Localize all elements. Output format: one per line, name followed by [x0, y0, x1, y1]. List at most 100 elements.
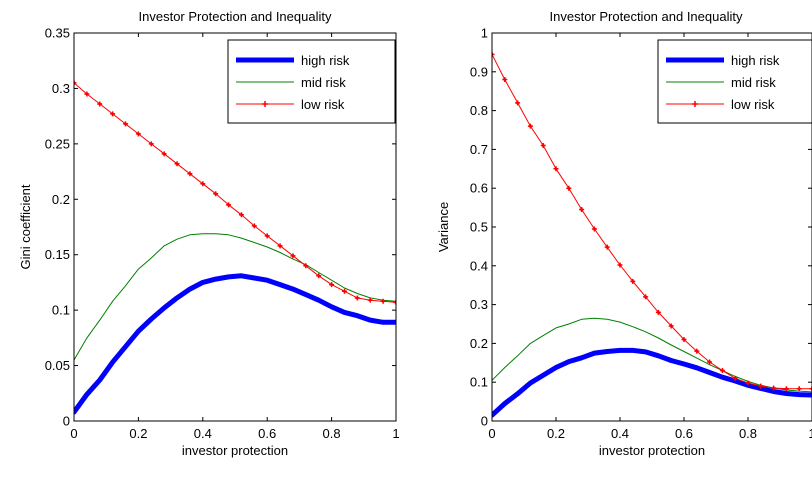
- x-axis-label: investor protection: [599, 443, 705, 458]
- y-tick-label: 0.7: [470, 142, 488, 157]
- y-tick-label: 0.9: [470, 64, 488, 79]
- data-point-dot: [785, 387, 788, 391]
- data-point-dot: [708, 360, 711, 364]
- x-tick-label: 1: [808, 426, 812, 441]
- y-tick-label: 0.5: [470, 220, 488, 235]
- y-tick-label: 0: [63, 414, 70, 429]
- data-point-dot: [175, 162, 179, 166]
- legend-marker: [692, 101, 698, 107]
- data-point-dot: [343, 289, 346, 293]
- series-group: [74, 80, 396, 415]
- y-tick-label: 0.3: [52, 81, 70, 96]
- data-point-dot: [162, 152, 166, 156]
- y-tick-label: 0.05: [45, 358, 70, 373]
- y-tick-label: 0.1: [470, 375, 488, 390]
- x-tick-label: 0.6: [675, 426, 693, 441]
- data-point-dot: [605, 245, 609, 249]
- x-tick-label: 1: [392, 426, 399, 441]
- data-point-dot: [567, 186, 571, 190]
- y-tick-label: 0.25: [45, 136, 70, 151]
- legend-label-high-risk: high risk: [301, 53, 350, 68]
- data-point-dot: [721, 369, 724, 372]
- data-point-dot: [503, 78, 507, 81]
- x-tick-label: 0.2: [547, 426, 565, 441]
- x-tick-label: 0.6: [258, 426, 276, 441]
- y-tick-label: 0.6: [470, 181, 488, 196]
- x-tick-label: 0: [488, 426, 495, 441]
- y-tick-label: 0.2: [470, 336, 488, 351]
- y-axis-label: Variance: [436, 202, 451, 252]
- y-tick-label: 0.3: [470, 297, 488, 312]
- x-tick-label: 0: [70, 426, 77, 441]
- series-line-high-risk: [74, 273, 396, 415]
- data-point-dot: [554, 167, 558, 171]
- data-point-dot: [541, 144, 545, 147]
- data-point-dot: [695, 349, 699, 353]
- series-line-mid-risk: [74, 233, 396, 361]
- y-tick-label: 0.1: [52, 303, 70, 318]
- data-point-dot: [111, 112, 115, 116]
- chart-gini: 0 0.2 0.4 0.6 0.8 1 0 0.05 0.1 0.15 0.2 0.25 0.3 0.35…: [18, 9, 400, 458]
- data-point-dot: [682, 338, 686, 341]
- data-point-dot: [240, 213, 243, 217]
- x-tick-label: 0.4: [194, 426, 212, 441]
- data-point-dot: [733, 376, 737, 380]
- x-tick-label: 0.4: [611, 426, 629, 441]
- data-point-dot: [381, 299, 385, 303]
- legend-label-low-risk: low risk: [301, 97, 345, 112]
- data-point-dot: [265, 234, 269, 238]
- data-point-dot: [631, 279, 635, 283]
- y-tick-label: 0.15: [45, 247, 70, 262]
- legend-marker: [262, 101, 268, 107]
- data-point-low-risk: [809, 386, 812, 392]
- data-point-dot: [644, 295, 647, 299]
- data-point-dot: [593, 227, 596, 231]
- legend-label-high-risk: high risk: [731, 53, 780, 68]
- x-axis-label: investor protection: [182, 443, 288, 458]
- data-point-dot: [124, 122, 127, 126]
- data-point-dot: [137, 132, 140, 136]
- data-point-dot: [214, 192, 218, 196]
- series-line-low-risk: [74, 82, 396, 303]
- series-line-mid-risk: [492, 317, 812, 393]
- data-point-dot: [516, 101, 519, 105]
- data-point-dot: [618, 263, 622, 267]
- data-point-dot: [772, 386, 775, 390]
- y-tick-label: 0.4: [470, 258, 488, 273]
- data-point-dot: [580, 208, 583, 211]
- legend-label-low-risk: low risk: [731, 97, 775, 112]
- data-point-dot: [291, 254, 295, 258]
- data-point-low-risk: [74, 80, 77, 86]
- data-point-dot: [149, 142, 153, 146]
- data-point-dot: [188, 172, 192, 176]
- data-point-dot: [85, 92, 89, 96]
- data-point-dot: [797, 387, 801, 391]
- axes-frame: [73, 32, 397, 422]
- data-point-dot: [669, 324, 673, 328]
- data-point-dot: [759, 384, 763, 388]
- y-tick-label: 1: [481, 26, 488, 41]
- data-point-dot: [98, 102, 102, 106]
- x-tick-label: 0.8: [323, 426, 341, 441]
- chart-title: Investor Protection and Inequality: [550, 9, 743, 24]
- chart-variance: 0 0.2 0.4 0.6 0.8 1 0 0.1 0.2 0.3 0.4 0.5 0.6 0.7 0.8 0…: [436, 9, 812, 458]
- data-point-low-risk: [492, 51, 495, 57]
- data-point-dot: [252, 224, 256, 228]
- y-tick-label: 0: [481, 414, 488, 429]
- series-line-high-risk: [492, 347, 812, 418]
- x-tick-label: 0.8: [739, 426, 757, 441]
- y-tick-label: 0.35: [45, 26, 70, 41]
- series-group: [492, 51, 812, 418]
- data-point-dot: [529, 124, 532, 128]
- data-point-low-risk: [393, 299, 396, 305]
- y-axis-label: Gini coefficient: [18, 184, 33, 269]
- data-point-dot: [317, 274, 321, 278]
- legend: high risk mid risk low risk: [227, 39, 396, 124]
- data-point-dot: [330, 283, 333, 287]
- legend: high risk mid risk low risk: [657, 39, 812, 124]
- legend-label-mid-risk: mid risk: [731, 75, 776, 90]
- legend-label-mid-risk: mid risk: [301, 75, 346, 90]
- data-point-dot: [227, 203, 230, 207]
- data-point-dot: [278, 244, 282, 248]
